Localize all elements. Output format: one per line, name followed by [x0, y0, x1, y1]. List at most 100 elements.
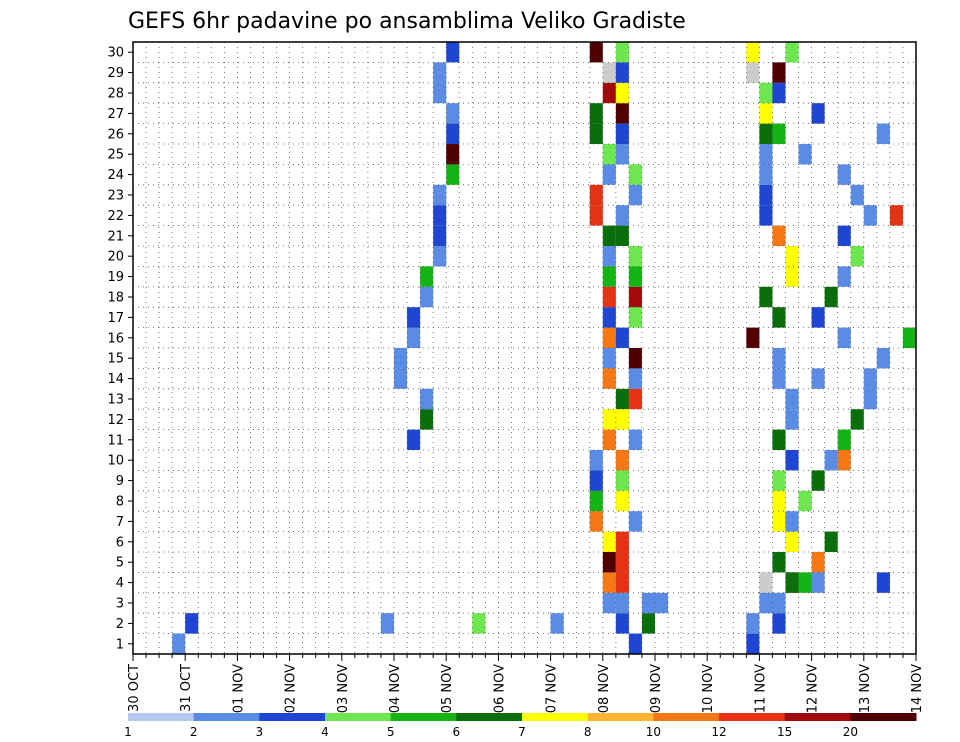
heatmap-cell — [615, 82, 629, 104]
y-tick-label: 5 — [116, 556, 124, 571]
heatmap-cell — [850, 184, 864, 206]
x-tick-label: 06 NOV — [492, 664, 507, 713]
heatmap-cell — [811, 307, 825, 328]
y-tick-label: 2 — [116, 617, 124, 632]
heatmap-cell — [172, 633, 186, 654]
heatmap-cell — [628, 633, 642, 654]
x-tick-label: 05 NOV — [440, 664, 455, 713]
heatmap-cell — [850, 246, 864, 267]
legend-swatch — [653, 713, 720, 721]
y-tick-label: 28 — [107, 87, 124, 102]
heatmap-cell — [602, 246, 616, 267]
heatmap-cell — [746, 613, 760, 634]
legend-label: 10 — [646, 725, 661, 739]
y-tick-label: 9 — [116, 474, 124, 489]
heatmap-cell — [589, 123, 603, 144]
legend-swatch — [259, 713, 326, 721]
heatmap-cell — [589, 184, 603, 206]
legend-swatch — [325, 713, 392, 721]
x-tick-label: 08 NOV — [597, 664, 612, 713]
heatmap-cell — [772, 490, 786, 512]
heatmap-cell — [602, 266, 616, 287]
heatmap-cell — [602, 572, 616, 593]
heatmap-cell — [772, 470, 786, 491]
x-tick-label: 01 NOV — [231, 664, 246, 713]
heatmap-cell — [550, 613, 564, 634]
x-axis: 30 OCT 31 OCT 01 NOV 02 NOV 03 NOV 04 NOV 05 N… — [127, 654, 925, 713]
heatmap-cell — [759, 205, 773, 226]
heatmap-cell — [602, 409, 616, 430]
y-tick-label: 3 — [116, 597, 124, 612]
legend-label: 8 — [584, 725, 592, 739]
y-tick-label: 20 — [107, 250, 124, 265]
heatmap-cell — [759, 123, 773, 144]
legend-swatch — [128, 713, 195, 721]
heatmap-cell — [602, 429, 616, 450]
heatmap-cell — [811, 470, 825, 491]
heatmap-cell — [589, 450, 603, 471]
heatmap-cell — [589, 511, 603, 532]
heatmap-cell — [446, 103, 460, 124]
heatmap-cell — [628, 307, 642, 328]
heatmap-cell — [785, 531, 799, 552]
heatmap-cell — [628, 429, 642, 450]
heatmap-cell — [759, 286, 773, 308]
heatmap-cell — [433, 225, 447, 246]
heatmap-cell — [602, 82, 616, 104]
y-tick-label: 4 — [116, 576, 124, 591]
heatmap-cell — [615, 531, 629, 552]
legend-label: 6 — [453, 725, 461, 739]
heatmap-cell — [433, 62, 447, 83]
heatmap-cell — [772, 307, 786, 328]
heatmap-cell — [876, 348, 890, 369]
heatmap-cell — [811, 368, 825, 389]
heatmap-cell — [628, 388, 642, 410]
legend-swatch — [587, 713, 654, 721]
heatmap-cell — [641, 592, 655, 614]
heatmap-cell — [837, 429, 851, 450]
heatmap-cell — [420, 409, 434, 430]
heatmap-cell — [824, 286, 838, 308]
heatmap-cell — [746, 62, 760, 83]
heatmap-cell — [615, 552, 629, 573]
legend-swatch — [784, 713, 851, 721]
y-tick-label: 21 — [107, 229, 124, 244]
heatmap-cell — [615, 592, 629, 614]
heatmap-cell — [759, 103, 773, 124]
heatmap-cell — [759, 82, 773, 104]
y-tick-label: 22 — [107, 209, 124, 224]
y-tick-label: 7 — [116, 515, 124, 530]
heatmap-cell — [433, 205, 447, 226]
x-tick-label: 31 OCT — [179, 664, 194, 712]
heatmap-cell — [785, 42, 799, 63]
heatmap-cell — [433, 184, 447, 206]
heatmap-cell — [798, 572, 812, 593]
heatmap-cell — [772, 552, 786, 573]
heatmap-cell — [615, 42, 629, 63]
heatmap-cell — [824, 531, 838, 552]
y-tick-label: 18 — [107, 291, 124, 306]
y-tick-label: 15 — [107, 352, 124, 367]
heatmap-cell — [615, 123, 629, 144]
heatmap-cell — [602, 368, 616, 389]
heatmap-cell — [589, 490, 603, 512]
y-tick-label: 19 — [107, 270, 124, 285]
legend-swatch — [193, 713, 260, 721]
heatmap-cell — [863, 388, 877, 410]
heatmap-cell — [420, 286, 434, 308]
heatmap-cell — [785, 572, 799, 593]
y-tick-label: 25 — [107, 148, 124, 163]
heatmap-cell — [446, 123, 460, 144]
heatmap-cell — [407, 307, 421, 328]
y-tick-label: 23 — [107, 189, 124, 204]
heatmap-cell — [602, 531, 616, 552]
y-tick-label: 8 — [116, 495, 124, 510]
heatmap-cell — [407, 327, 421, 348]
heatmap-cell — [615, 572, 629, 593]
legend-label: 12 — [711, 725, 726, 739]
color-legend: 1 2 3 4 5 6 7 8 10 12 15 20 — [124, 713, 917, 739]
heatmap-cell — [615, 225, 629, 246]
heatmap-cell — [602, 62, 616, 83]
heatmap-cell — [420, 266, 434, 287]
heatmap-cell — [615, 613, 629, 634]
